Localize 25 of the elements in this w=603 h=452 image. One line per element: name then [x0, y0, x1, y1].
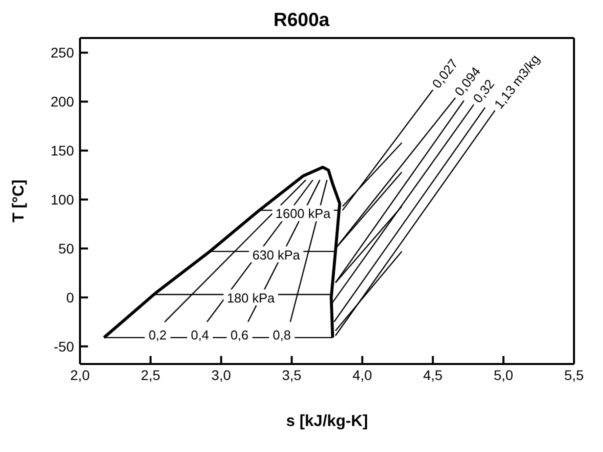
x-tick-label: 3,0 — [211, 366, 232, 383]
annotation: 180 kPa — [226, 290, 276, 306]
x-axis-title: s [kJ/kg-K] — [286, 413, 368, 430]
y-tick-label: 200 — [50, 94, 74, 110]
x-tick-label: 5,5 — [564, 366, 584, 383]
x-tick-label: 4,5 — [423, 366, 443, 383]
x-tick-label: 2,5 — [140, 366, 161, 383]
y-axis-title: T [°C] — [10, 180, 28, 222]
annotation: 1600 kPa — [276, 206, 332, 222]
chart-title: R600a — [272, 10, 330, 32]
annotation: 0,2 — [148, 328, 167, 343]
annotation: 0,8 — [272, 328, 291, 343]
x-tick-label: 4,0 — [352, 366, 372, 383]
y-tick-label: 250 — [50, 44, 74, 61]
y-tick-label: 150 — [50, 142, 74, 159]
y-tick-label: 50 — [58, 240, 74, 256]
x-tick-label: 2,0 — [70, 366, 90, 383]
annotation: 0,4 — [190, 328, 210, 343]
y-tick-label: -50 — [54, 338, 74, 354]
annotation: 0,6 — [230, 328, 249, 343]
x-tick-label: 5,0 — [494, 366, 514, 383]
y-tick-label: 0 — [66, 289, 74, 306]
x-tick-label: 3,5 — [282, 366, 302, 383]
y-tick-label: 100 — [50, 192, 74, 208]
annotation: 630 kPa — [252, 247, 301, 262]
